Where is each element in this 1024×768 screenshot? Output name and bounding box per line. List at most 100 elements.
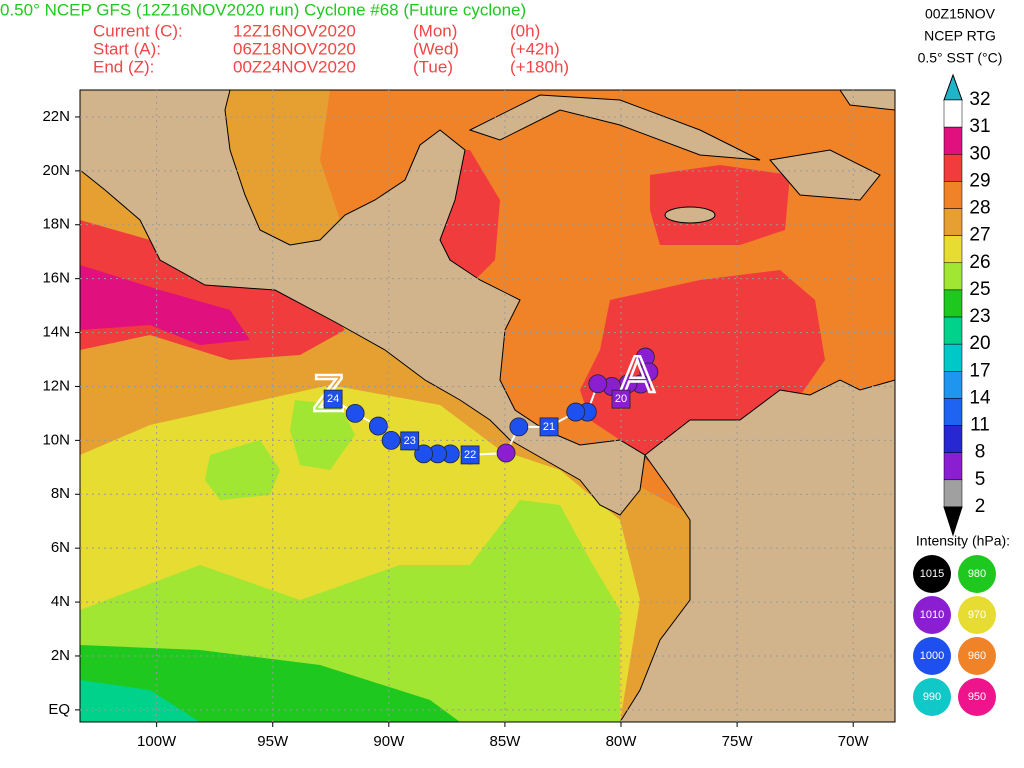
intensity-swatch: [913, 678, 951, 716]
sst-region: [80, 680, 200, 722]
track-point: [588, 374, 608, 394]
x-tick-label: 100W: [137, 733, 177, 750]
land: [839, 90, 895, 111]
day-label: 20: [615, 393, 627, 405]
y-tick-label: 16N: [42, 270, 70, 287]
colorbar-cell: [943, 371, 963, 399]
day-marker: [611, 389, 631, 409]
intensity-label: 960: [968, 650, 986, 662]
track-point: [414, 444, 434, 464]
intensity-swatch: [913, 637, 951, 675]
colorbar-label: 29: [969, 170, 990, 191]
x-tick-label: 70W: [838, 733, 870, 750]
x-tick-label: 85W: [489, 733, 521, 750]
intensity-title: Intensity (hPa):: [916, 533, 1010, 549]
y-tick-label: 20N: [42, 162, 70, 179]
day-marker: [400, 431, 420, 451]
sst-region: [80, 265, 250, 345]
header-day: (Wed): [413, 39, 459, 58]
sst-title: 0.5° SST (°C): [918, 50, 1003, 66]
sst-source: NCEP RTG: [924, 28, 996, 44]
intensity-label: 1015: [920, 568, 944, 580]
intensity-label: 980: [968, 568, 986, 580]
header-offset: (+42h): [510, 39, 560, 58]
y-tick-label: EQ: [48, 701, 70, 718]
header-offset: (0h): [510, 21, 540, 40]
land: [664, 206, 716, 224]
day-label: 24: [327, 393, 339, 405]
colorbar-label: 30: [969, 143, 990, 164]
header-label: End (Z):: [93, 57, 154, 76]
x-tick-label: 80W: [606, 733, 638, 750]
header-label: Current (C):: [93, 21, 183, 40]
intensity-label: 990: [923, 691, 941, 703]
intensity-label: 970: [968, 609, 986, 621]
land: [468, 94, 761, 161]
colorbar-cell: [943, 425, 963, 453]
track-point: [345, 404, 365, 423]
intensity-label: 1010: [920, 609, 944, 621]
colorbar-below: [943, 506, 963, 537]
header-day: (Mon): [413, 21, 457, 40]
colorbar-label: 32: [969, 89, 990, 110]
track-point: [381, 430, 401, 450]
intensity-label: 950: [968, 691, 986, 703]
colorbar-cell: [943, 289, 963, 318]
y-tick-label: 14N: [42, 324, 70, 341]
intensity-swatch: [958, 596, 996, 634]
sst-field: [80, 90, 895, 722]
intensity-swatch: [958, 555, 996, 593]
y-tick-label: 4N: [51, 593, 70, 610]
header-time: 00Z24NOV2020: [233, 57, 356, 76]
y-tick-label: 6N: [51, 539, 70, 556]
title: 0.50° NCEP GFS (12Z16NOV2020 run) Cyclon…: [0, 0, 526, 19]
colorbar-label: 28: [969, 198, 990, 219]
y-tick-label: 18N: [42, 216, 70, 233]
day-label: 23: [404, 435, 416, 447]
colorbar-cell: [943, 126, 963, 155]
map-frame: [79, 89, 896, 723]
header-time: 06Z18NOV2020: [233, 39, 356, 58]
intensity-swatch: [913, 596, 951, 634]
colorbar-cell: [943, 208, 963, 236]
day-label: 22: [464, 449, 476, 461]
colorbar-cell: [943, 343, 963, 372]
x-tick-label: 90W: [373, 733, 405, 750]
land: [769, 149, 881, 201]
sst-region: [290, 400, 355, 470]
header-time: 12Z16NOV2020: [233, 21, 356, 40]
day-label: 21: [543, 421, 555, 433]
x-tick-label: 75W: [722, 733, 754, 750]
colorbar-label: 17: [969, 360, 990, 381]
colorbar-label: 25: [969, 279, 990, 300]
intensity-swatch: [913, 555, 951, 593]
y-tick-label: 22N: [42, 108, 70, 125]
intensity-label: 1000: [920, 650, 944, 662]
colorbar-cell: [943, 262, 963, 291]
sst-region: [80, 645, 460, 722]
header-offset: (+180h): [510, 57, 569, 76]
colorbar-label: 27: [969, 225, 990, 246]
colorbar-cell: [943, 479, 963, 508]
day-marker: [323, 389, 343, 409]
intensity-swatch: [958, 678, 996, 716]
colorbar-above: [943, 73, 963, 101]
colorbar-cell: [943, 99, 963, 128]
sst-date: 00Z15NOV: [925, 6, 996, 22]
y-tick-label: 10N: [42, 431, 70, 448]
colorbar-label: 14: [969, 387, 991, 408]
colorbar-cell: [943, 181, 963, 209]
colorbar-label: 8: [975, 442, 986, 463]
y-tick-label: 8N: [51, 485, 70, 502]
header-label: Start (A):: [93, 39, 161, 58]
day-marker: [460, 445, 480, 465]
x-tick-label: 95W: [257, 733, 289, 750]
colorbar-label: 26: [969, 252, 990, 273]
sst-region: [650, 165, 790, 245]
y-tick-label: 12N: [42, 377, 70, 394]
colorbar-label: 31: [969, 116, 990, 137]
colorbar-label: 11: [970, 415, 990, 436]
colorbar-cell: [943, 316, 963, 345]
